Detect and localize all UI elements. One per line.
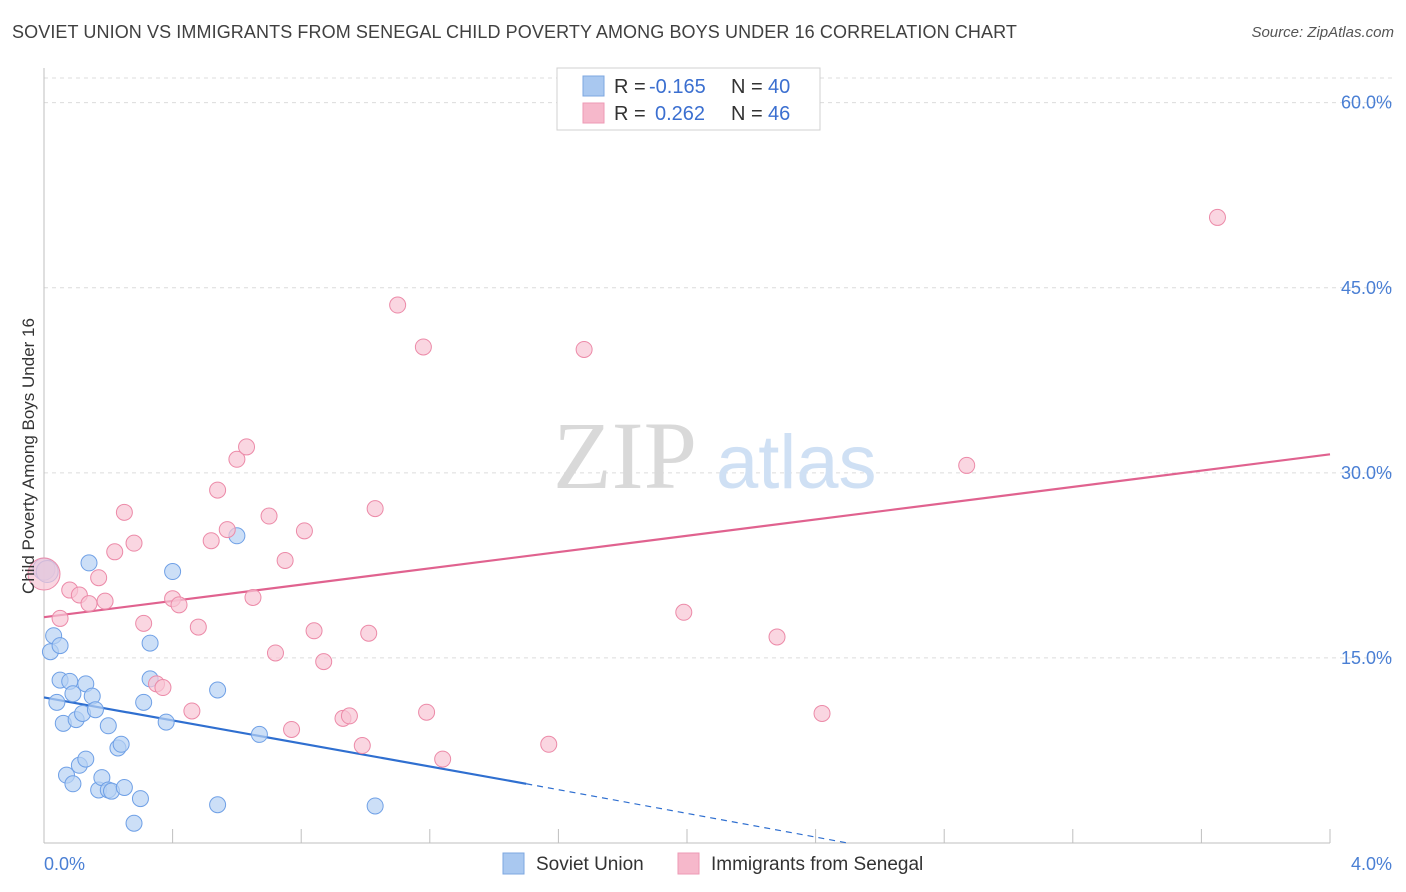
senegal-point bbox=[266, 644, 284, 662]
soviet-union-point bbox=[86, 701, 104, 719]
senegal-point bbox=[260, 507, 278, 525]
soviet-union-point bbox=[131, 790, 149, 808]
senegal-point bbox=[315, 653, 333, 671]
senegal-point bbox=[183, 702, 201, 720]
y-tick-label: 45.0% bbox=[1341, 278, 1392, 298]
soviet-union-point bbox=[64, 775, 82, 793]
soviet-union-point bbox=[164, 563, 182, 581]
grid-lines bbox=[44, 77, 1392, 659]
senegal-point bbox=[340, 707, 358, 725]
soviet-union-point bbox=[112, 735, 130, 753]
bottom-legend-swatch-senegal bbox=[677, 852, 700, 875]
legend-r-value-senegal: 0.262 bbox=[655, 103, 705, 125]
bottom-legend-label-soviet: Soviet Union bbox=[536, 854, 644, 875]
soviet-union-point bbox=[135, 693, 153, 711]
legend-n-value-soviet: 40 bbox=[768, 76, 790, 98]
y-tick-label: 30.0% bbox=[1341, 463, 1392, 483]
senegal-point bbox=[170, 596, 188, 614]
senegal-point bbox=[675, 603, 693, 621]
y-tick-label: 15.0% bbox=[1341, 648, 1392, 668]
legend-n-value-senegal: 46 bbox=[768, 103, 790, 125]
senegal-point bbox=[209, 481, 227, 499]
legend-swatch-senegal bbox=[582, 102, 605, 124]
senegal-point bbox=[106, 543, 124, 561]
soviet-union-point bbox=[115, 778, 133, 796]
axes: 15.0% 30.0% 45.0% 60.0% 0.0% 4.0% bbox=[43, 68, 1392, 874]
senegal-point bbox=[135, 614, 153, 632]
soviet-union-point bbox=[250, 725, 268, 743]
senegal-point bbox=[1208, 208, 1226, 226]
senegal-point bbox=[360, 624, 378, 642]
soviet-union-point bbox=[141, 634, 159, 652]
senegal-point bbox=[305, 622, 323, 640]
senegal-point bbox=[238, 438, 256, 456]
senegal-point bbox=[540, 735, 558, 753]
chart-title: SOVIET UNION VS IMMIGRANTS FROM SENEGAL … bbox=[12, 22, 1017, 42]
watermark-zip: ZIP bbox=[553, 402, 697, 509]
senegal-point bbox=[389, 296, 407, 314]
soviet-union-point bbox=[209, 681, 227, 699]
senegal-point bbox=[283, 720, 301, 738]
legend-r-value-soviet: -0.165 bbox=[649, 76, 706, 98]
data-points bbox=[27, 208, 1226, 832]
zipatlas-watermark: ZIP atlas bbox=[553, 402, 877, 509]
senegal-point bbox=[958, 456, 976, 474]
soviet-union-point bbox=[64, 685, 82, 703]
soviet-union-point bbox=[51, 637, 69, 655]
soviet-union-point bbox=[157, 713, 175, 731]
legend-swatch-soviet bbox=[582, 75, 605, 97]
source-credit: Source: ZipAtlas.com bbox=[1251, 24, 1394, 41]
senegal-point bbox=[353, 737, 371, 755]
senegal-point bbox=[414, 338, 432, 356]
senegal-trendline bbox=[43, 453, 1331, 619]
correlation-legend: R = -0.165 N = 40 R = 0.262 N = 46 bbox=[556, 67, 821, 131]
x-tick-label: 0.0% bbox=[44, 854, 85, 874]
senegal-point bbox=[90, 569, 108, 587]
legend-n-label-soviet: N = bbox=[731, 76, 763, 98]
senegal-point bbox=[125, 534, 143, 552]
senegal-point bbox=[418, 703, 436, 721]
senegal-point bbox=[768, 628, 786, 646]
y-tick-label: 60.0% bbox=[1341, 93, 1392, 113]
trend-lines bbox=[43, 453, 1331, 844]
soviet-union-point bbox=[366, 797, 384, 815]
senegal-point bbox=[244, 588, 262, 606]
senegal-point bbox=[228, 450, 246, 468]
soviet-union-point bbox=[209, 796, 227, 814]
senegal-point bbox=[96, 592, 114, 610]
legend-r-label-soviet: R = bbox=[614, 76, 646, 98]
senegal-point bbox=[218, 521, 236, 539]
senegal-point bbox=[575, 340, 593, 358]
senegal-point bbox=[80, 595, 98, 613]
senegal-point bbox=[189, 618, 207, 636]
senegal-point bbox=[366, 500, 384, 518]
soviet-union-point bbox=[80, 554, 98, 572]
soviet-union-point bbox=[125, 814, 143, 832]
x-tick-label: 4.0% bbox=[1351, 854, 1392, 874]
bottom-legend-label-senegal: Immigrants from Senegal bbox=[711, 854, 923, 875]
senegal-point bbox=[276, 551, 294, 569]
senegal-point bbox=[27, 557, 61, 591]
series-legend: Soviet Union Immigrants from Senegal bbox=[502, 852, 923, 875]
soviet-union-point bbox=[77, 750, 95, 768]
legend-n-label-senegal: N = bbox=[731, 103, 763, 125]
senegal-point bbox=[295, 522, 313, 540]
soviet-union-trendline bbox=[43, 696, 527, 785]
y-axis-title: Child Poverty Among Boys Under 16 bbox=[19, 318, 38, 594]
senegal-point bbox=[434, 750, 452, 768]
senegal-point bbox=[51, 609, 69, 627]
bottom-legend-swatch-soviet bbox=[502, 852, 525, 875]
senegal-point bbox=[813, 704, 831, 722]
senegal-point bbox=[154, 679, 172, 697]
soviet-union-point bbox=[48, 693, 66, 711]
watermark-atlas: atlas bbox=[716, 420, 877, 505]
legend-r-label-senegal: R = bbox=[614, 103, 646, 125]
senegal-point bbox=[202, 532, 220, 550]
senegal-point bbox=[115, 503, 133, 521]
soviet-union-point bbox=[99, 717, 117, 735]
